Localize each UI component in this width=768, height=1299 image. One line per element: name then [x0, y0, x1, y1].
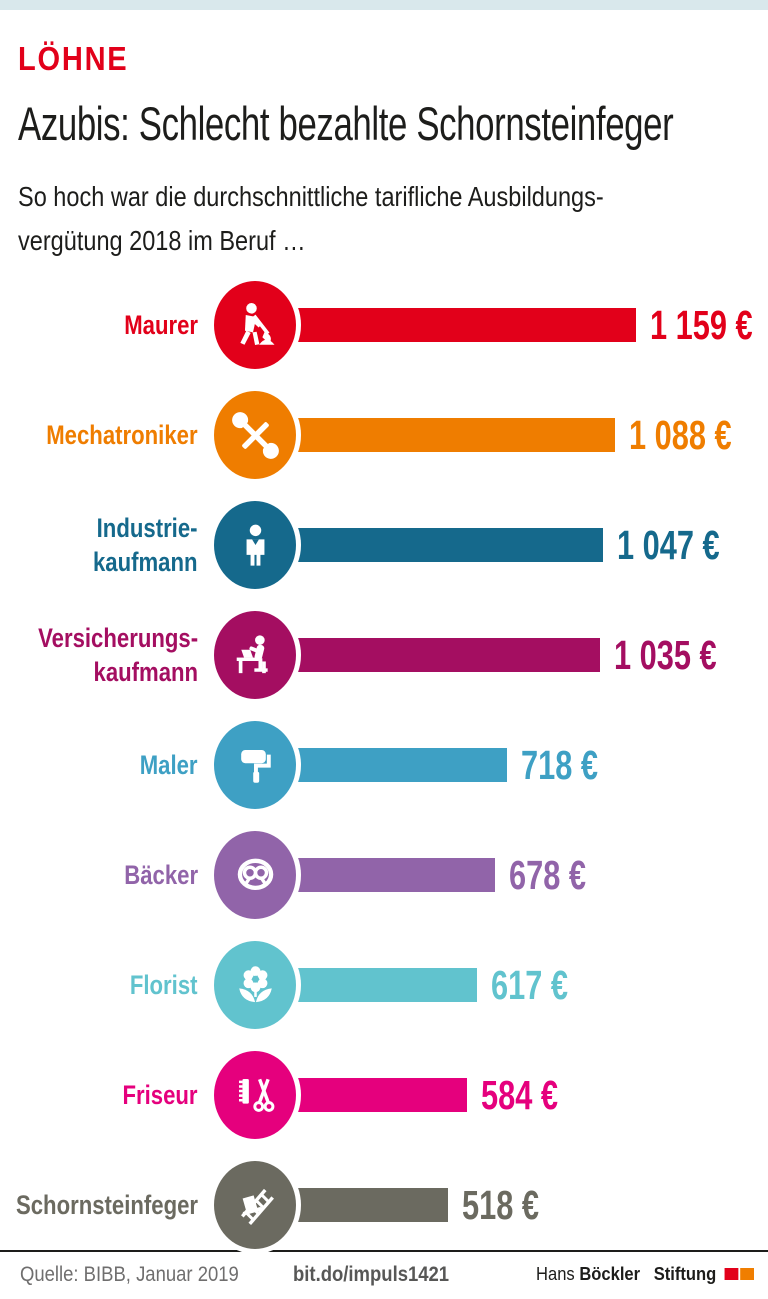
- header: LÖHNE Azubis: Schlecht bezahlte Schornst…: [0, 10, 768, 262]
- chart-rows: Maurer 1 159 € Mechatroniker 1 088 € Industr…: [0, 270, 768, 1260]
- row-chart: 617 €: [214, 930, 768, 1040]
- chart-row: Industrie-kaufmann 1 047 €: [0, 490, 768, 600]
- subtitle-line-2: vergütung 2018 im Beruf …: [18, 224, 306, 256]
- row-value: 718 €: [521, 741, 598, 788]
- row-value: 617 €: [491, 961, 568, 1008]
- value-bar: [255, 308, 636, 343]
- icon-circle: [214, 611, 296, 700]
- page-title: Azubis: Schlecht bezahlte Schornsteinfeg…: [18, 97, 674, 150]
- source-text: Quelle: BIBB, Januar 2019: [20, 1262, 239, 1286]
- row-label: Industrie-kaufmann: [93, 512, 198, 578]
- comb-scissors-icon: [238, 1078, 274, 1112]
- row-chart: 584 €: [214, 1040, 768, 1150]
- chart-row: Friseur 584 €: [0, 1040, 768, 1150]
- logo-flag-icon: [723, 1264, 754, 1285]
- row-chart: 518 €: [214, 1150, 768, 1260]
- chart-row: Versicherungs-kaufmann 1 035 €: [0, 600, 768, 710]
- row-value: 678 €: [509, 851, 586, 898]
- row-chart: 1 159 €: [214, 270, 768, 380]
- subtitle: So hoch war die durchschnittliche tarifl…: [18, 175, 750, 262]
- icon-circle: [214, 1161, 296, 1250]
- source-link[interactable]: bit.do/impuls1421: [292, 1262, 449, 1286]
- construction-worker-icon: [239, 302, 275, 345]
- row-chart: 1 035 €: [214, 600, 768, 710]
- row-label: Mechatroniker: [46, 420, 198, 451]
- chimney-sweep-icon: [240, 1188, 274, 1225]
- row-label: Friseur: [122, 1080, 198, 1111]
- chart-row: Mechatroniker 1 088 €: [0, 380, 768, 490]
- icon-circle: [214, 721, 296, 810]
- flower-icon: [238, 966, 272, 1002]
- value-bar: [255, 748, 507, 783]
- row-value: 518 €: [462, 1181, 539, 1228]
- row-label: Schornsteinfeger: [15, 1190, 198, 1221]
- icon-circle: [214, 941, 296, 1030]
- row-chart: 1 047 €: [214, 490, 768, 600]
- row-chart: 718 €: [214, 710, 768, 820]
- row-chart: 1 088 €: [214, 380, 768, 490]
- icon-circle: [214, 391, 296, 480]
- row-value: 1 159 €: [650, 301, 753, 348]
- subtitle-line-1: So hoch war die durchschnittliche tarifl…: [18, 181, 604, 212]
- footer: Quelle: BIBB, Januar 2019 bit.do/impuls1…: [0, 1250, 768, 1299]
- source-line: Quelle: BIBB, Januar 2019 bit.do/impuls1…: [20, 1263, 470, 1287]
- icon-circle: [214, 831, 296, 920]
- row-label: Bäcker: [124, 860, 198, 891]
- icon-circle: [214, 501, 296, 590]
- icon-circle: [214, 281, 296, 370]
- row-value: 1 047 €: [617, 521, 720, 568]
- icon-circle: [214, 1051, 296, 1140]
- row-value: 1 088 €: [629, 411, 732, 458]
- row-label: Versicherungs-kaufmann: [38, 622, 198, 688]
- logo-text-stiftung: Stiftung: [653, 1263, 717, 1284]
- logo-text-hans: Hans: [535, 1263, 575, 1284]
- paint-roller-icon: [240, 749, 271, 783]
- hans-boeckler-stiftung-logo: Hans Böckler Stiftung: [527, 1264, 754, 1285]
- logo-text-boeckler: Böckler: [579, 1263, 640, 1284]
- value-bar: [255, 418, 615, 453]
- logo-flag-red: [724, 1267, 739, 1280]
- chart-row: Maurer 1 159 €: [0, 270, 768, 380]
- businessman-icon: [246, 524, 264, 566]
- row-label: Florist: [130, 970, 198, 1001]
- wrench-screwdriver-icon: [231, 411, 279, 459]
- logo-flag-orange: [740, 1267, 754, 1280]
- row-chart: 678 €: [214, 820, 768, 930]
- office-desk-icon: [236, 635, 268, 673]
- value-bar: [255, 528, 603, 563]
- kicker: LÖHNE: [18, 40, 129, 77]
- row-label: Maler: [140, 750, 198, 781]
- row-value: 1 035 €: [614, 631, 717, 678]
- pretzel-icon: [237, 858, 273, 890]
- chart-row: Maler 718 €: [0, 710, 768, 820]
- top-banner: [0, 0, 768, 10]
- row-value: 584 €: [481, 1071, 558, 1118]
- row-label: Maurer: [124, 310, 198, 341]
- chart-row: Florist 617 €: [0, 930, 768, 1040]
- chart-row: Bäcker 678 €: [0, 820, 768, 930]
- bar-chart: Maurer 1 159 € Mechatroniker 1 088 € Industr…: [0, 270, 768, 1260]
- chart-row: Schornsteinfeger 518 €: [0, 1150, 768, 1260]
- value-bar: [255, 638, 600, 673]
